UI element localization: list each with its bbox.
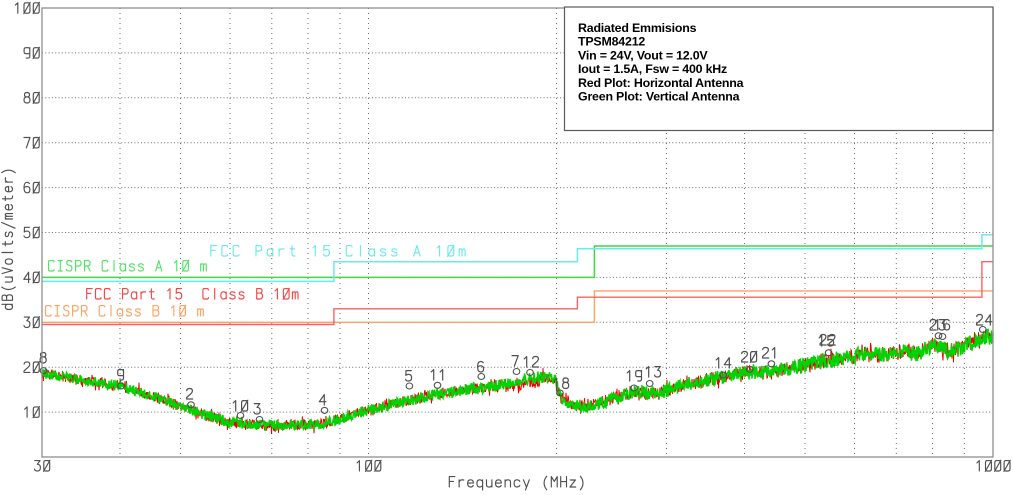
svg-text:Iout = 1.5A, Fsw = 400 kHz: Iout = 1.5A, Fsw = 400 kHz [578, 62, 727, 76]
svg-text:Vin = 24V, Vout = 12.0V: Vin = 24V, Vout = 12.0V [578, 48, 708, 62]
svg-text:Radiated Emmisions: Radiated Emmisions [578, 21, 697, 35]
svg-text:TPSM84212: TPSM84212 [578, 35, 645, 49]
svg-text:Red Plot: Horizontal Antenna: Red Plot: Horizontal Antenna [578, 76, 744, 90]
svg-text:Green Plot: Vertical Antenna: Green Plot: Vertical Antenna [578, 90, 740, 104]
